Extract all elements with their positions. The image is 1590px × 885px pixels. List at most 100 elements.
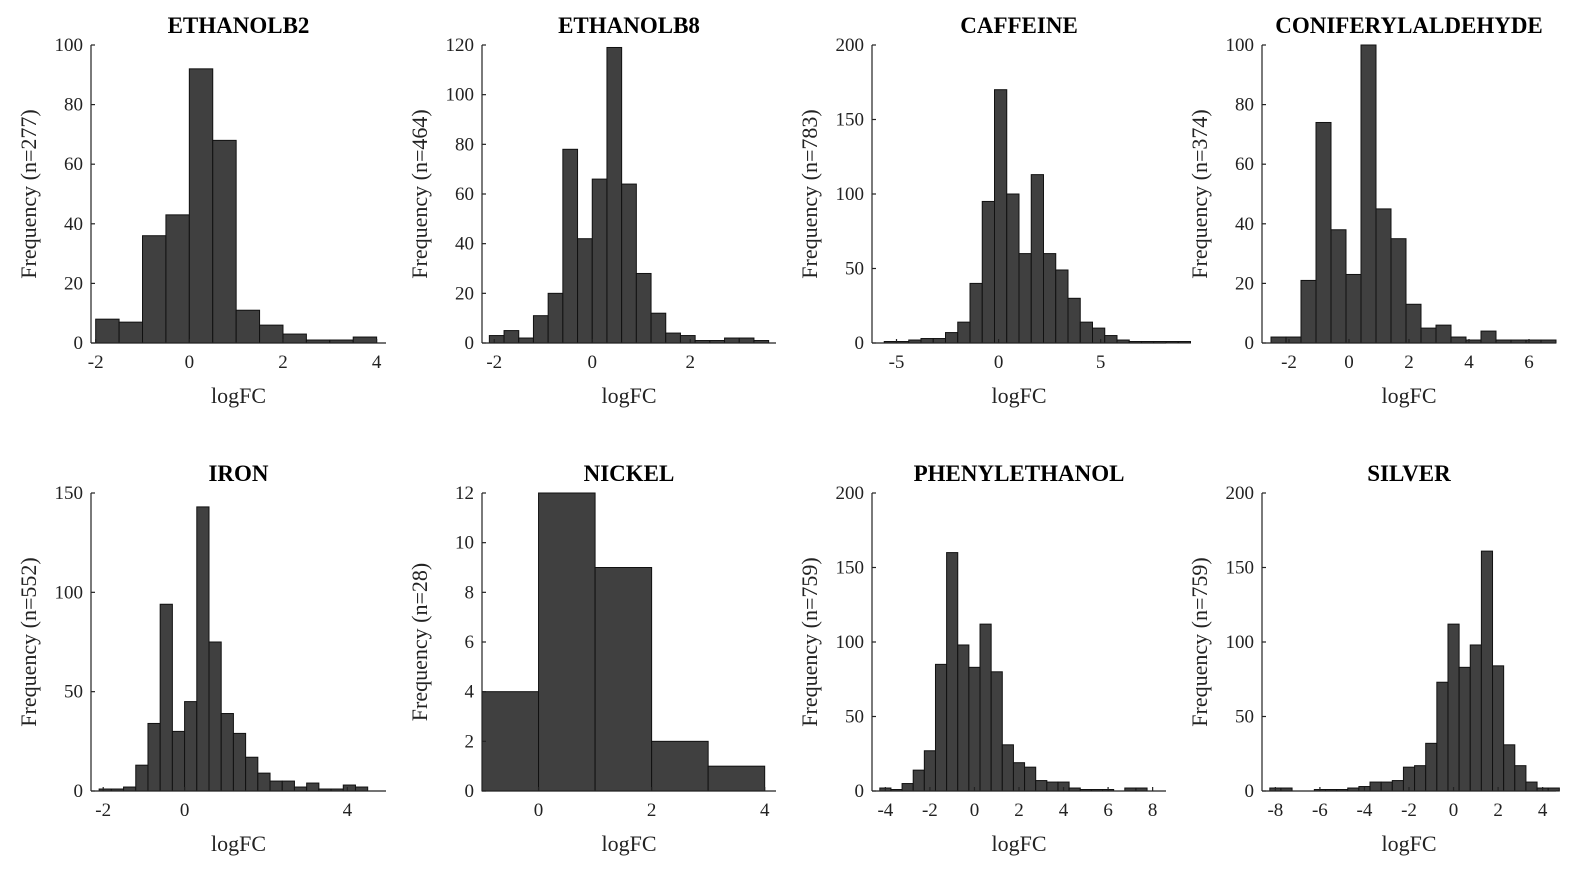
histogram-bar bbox=[1492, 665, 1505, 792]
histogram-bar bbox=[212, 139, 237, 344]
histogram-bar bbox=[957, 321, 971, 344]
histogram-bar bbox=[269, 780, 283, 792]
histogram-bar bbox=[1414, 765, 1427, 792]
chart-title: ETHANOLB2 bbox=[168, 13, 310, 38]
histogram-bar bbox=[147, 722, 161, 792]
y-tick-label: 10 bbox=[455, 533, 474, 554]
x-tick-label: 0 bbox=[970, 800, 980, 821]
histogram-bar bbox=[946, 552, 959, 792]
histogram-bar bbox=[503, 330, 520, 344]
histogram-bar bbox=[1469, 644, 1482, 792]
histogram-panel-iron: 0 50 100 150 -2 0 4 IRON logFC Frequency (n=552) bbox=[16, 461, 386, 856]
histogram-bar bbox=[165, 214, 190, 344]
x-tick-label: 4 bbox=[343, 800, 353, 821]
chart-title: SILVER bbox=[1367, 461, 1451, 486]
histogram-panel-coniferylaldehyde: 0 20 40 60 80 100 -2 0 2 4 6 CONIFERYLALDEHYDE logFC… bbox=[1187, 13, 1557, 408]
x-axis-label: logFC bbox=[211, 383, 266, 408]
histogram-bar bbox=[1425, 742, 1438, 792]
x-tick-label: 2 bbox=[1404, 352, 1414, 373]
x-tick-label: 2 bbox=[278, 352, 288, 373]
x-tick-label: -2 bbox=[486, 352, 502, 373]
y-tick-label: 60 bbox=[455, 184, 474, 205]
histogram-bar bbox=[118, 321, 144, 344]
histogram-bar bbox=[594, 567, 653, 792]
histogram-bar bbox=[232, 732, 247, 792]
histogram-panel-phenylethanol: 0 50 100 150 200 -4 -2 0 2 4 6 8 PHENYLETHANOL logFC F… bbox=[797, 461, 1166, 856]
histogram-bar bbox=[707, 765, 766, 792]
y-tick-label: 50 bbox=[1235, 707, 1254, 728]
histogram-bar bbox=[188, 68, 214, 344]
histogram-bar bbox=[208, 641, 222, 792]
histogram-bar bbox=[1360, 44, 1377, 344]
y-tick-label: 20 bbox=[1235, 273, 1254, 294]
y-tick-label: 50 bbox=[64, 682, 83, 703]
histogram-bar bbox=[577, 238, 593, 344]
x-tick-label: -5 bbox=[889, 352, 905, 373]
histogram-bar bbox=[1345, 273, 1362, 344]
histogram-bar bbox=[981, 200, 995, 344]
chart-title: PHENYLETHANOL bbox=[914, 461, 1125, 486]
y-axis-label: Frequency (n=552) bbox=[16, 557, 41, 726]
histogram-bar bbox=[651, 740, 709, 792]
x-tick-label: -4 bbox=[1357, 800, 1373, 821]
histogram-bar bbox=[901, 783, 914, 792]
histogram-bar bbox=[1024, 766, 1037, 792]
histogram-bar bbox=[220, 713, 234, 792]
histogram-bar bbox=[481, 691, 540, 792]
histogram-bar bbox=[538, 492, 596, 792]
histogram-bar bbox=[1480, 330, 1497, 344]
x-axis-label: logFC bbox=[211, 831, 266, 856]
x-tick-label: 2 bbox=[647, 800, 657, 821]
x-tick-label: -8 bbox=[1267, 800, 1283, 821]
histogram-bar bbox=[968, 666, 981, 792]
x-tick-label: 2 bbox=[686, 352, 696, 373]
y-tick-label: 100 bbox=[55, 35, 84, 56]
histogram-bar bbox=[724, 337, 740, 344]
y-tick-label: 0 bbox=[1245, 781, 1255, 802]
histogram-bar bbox=[171, 730, 186, 792]
x-axis-label: logFC bbox=[991, 831, 1046, 856]
y-tick-label: 0 bbox=[74, 333, 84, 354]
y-tick-label: 100 bbox=[446, 85, 475, 106]
y-tick-label: 0 bbox=[74, 781, 84, 802]
y-tick-label: 60 bbox=[64, 154, 83, 175]
histogram-bar bbox=[650, 312, 667, 344]
y-tick-label: 100 bbox=[1226, 35, 1255, 56]
histogram-bar bbox=[1270, 336, 1287, 344]
histogram-panel-silver: 0 50 100 150 200 -8 -6 -4 -2 0 2 4 SILVER logFC Freque… bbox=[1187, 461, 1560, 856]
x-tick-label: 0 bbox=[180, 800, 190, 821]
histogram-bar bbox=[1391, 780, 1404, 792]
histogram-panel-ethanolb8: 0 20 40 60 80 100 120 -2 0 2 ETHANOLB8 logFC Frequen… bbox=[407, 13, 776, 408]
histogram-bar bbox=[957, 644, 970, 792]
y-tick-label: 150 bbox=[1226, 558, 1255, 579]
histogram-bar bbox=[912, 769, 925, 792]
histogram-bar bbox=[665, 332, 681, 344]
y-tick-label: 12 bbox=[455, 483, 474, 504]
y-tick-label: 4 bbox=[465, 682, 475, 703]
x-tick-label: -2 bbox=[95, 800, 111, 821]
histogram-bar bbox=[1450, 336, 1467, 344]
chart-title: NICKEL bbox=[584, 461, 675, 486]
x-tick-label: 2 bbox=[1493, 800, 1503, 821]
histogram-bar bbox=[281, 780, 295, 792]
histogram-bar bbox=[1514, 765, 1527, 792]
histogram-bar bbox=[259, 324, 284, 344]
histogram-bar bbox=[1104, 335, 1118, 344]
y-axis-label: Frequency (n=783) bbox=[797, 109, 822, 278]
y-tick-label: 100 bbox=[1226, 632, 1255, 653]
y-tick-label: 0 bbox=[465, 781, 475, 802]
histogram-bar bbox=[621, 183, 637, 344]
histogram-bar bbox=[1458, 666, 1471, 792]
histogram-bar bbox=[1030, 174, 1044, 344]
y-tick-label: 20 bbox=[455, 283, 474, 304]
histogram-bar bbox=[562, 148, 579, 344]
histogram-bar bbox=[547, 292, 564, 344]
histogram-bar bbox=[235, 309, 261, 344]
x-tick-label: 0 bbox=[994, 352, 1004, 373]
histogram-bar bbox=[1046, 781, 1059, 792]
x-tick-label: -4 bbox=[877, 800, 893, 821]
y-tick-label: 80 bbox=[1235, 95, 1254, 116]
x-axis-label: logFC bbox=[1381, 831, 1436, 856]
y-tick-label: 150 bbox=[836, 558, 865, 579]
x-tick-label: 6 bbox=[1103, 800, 1113, 821]
